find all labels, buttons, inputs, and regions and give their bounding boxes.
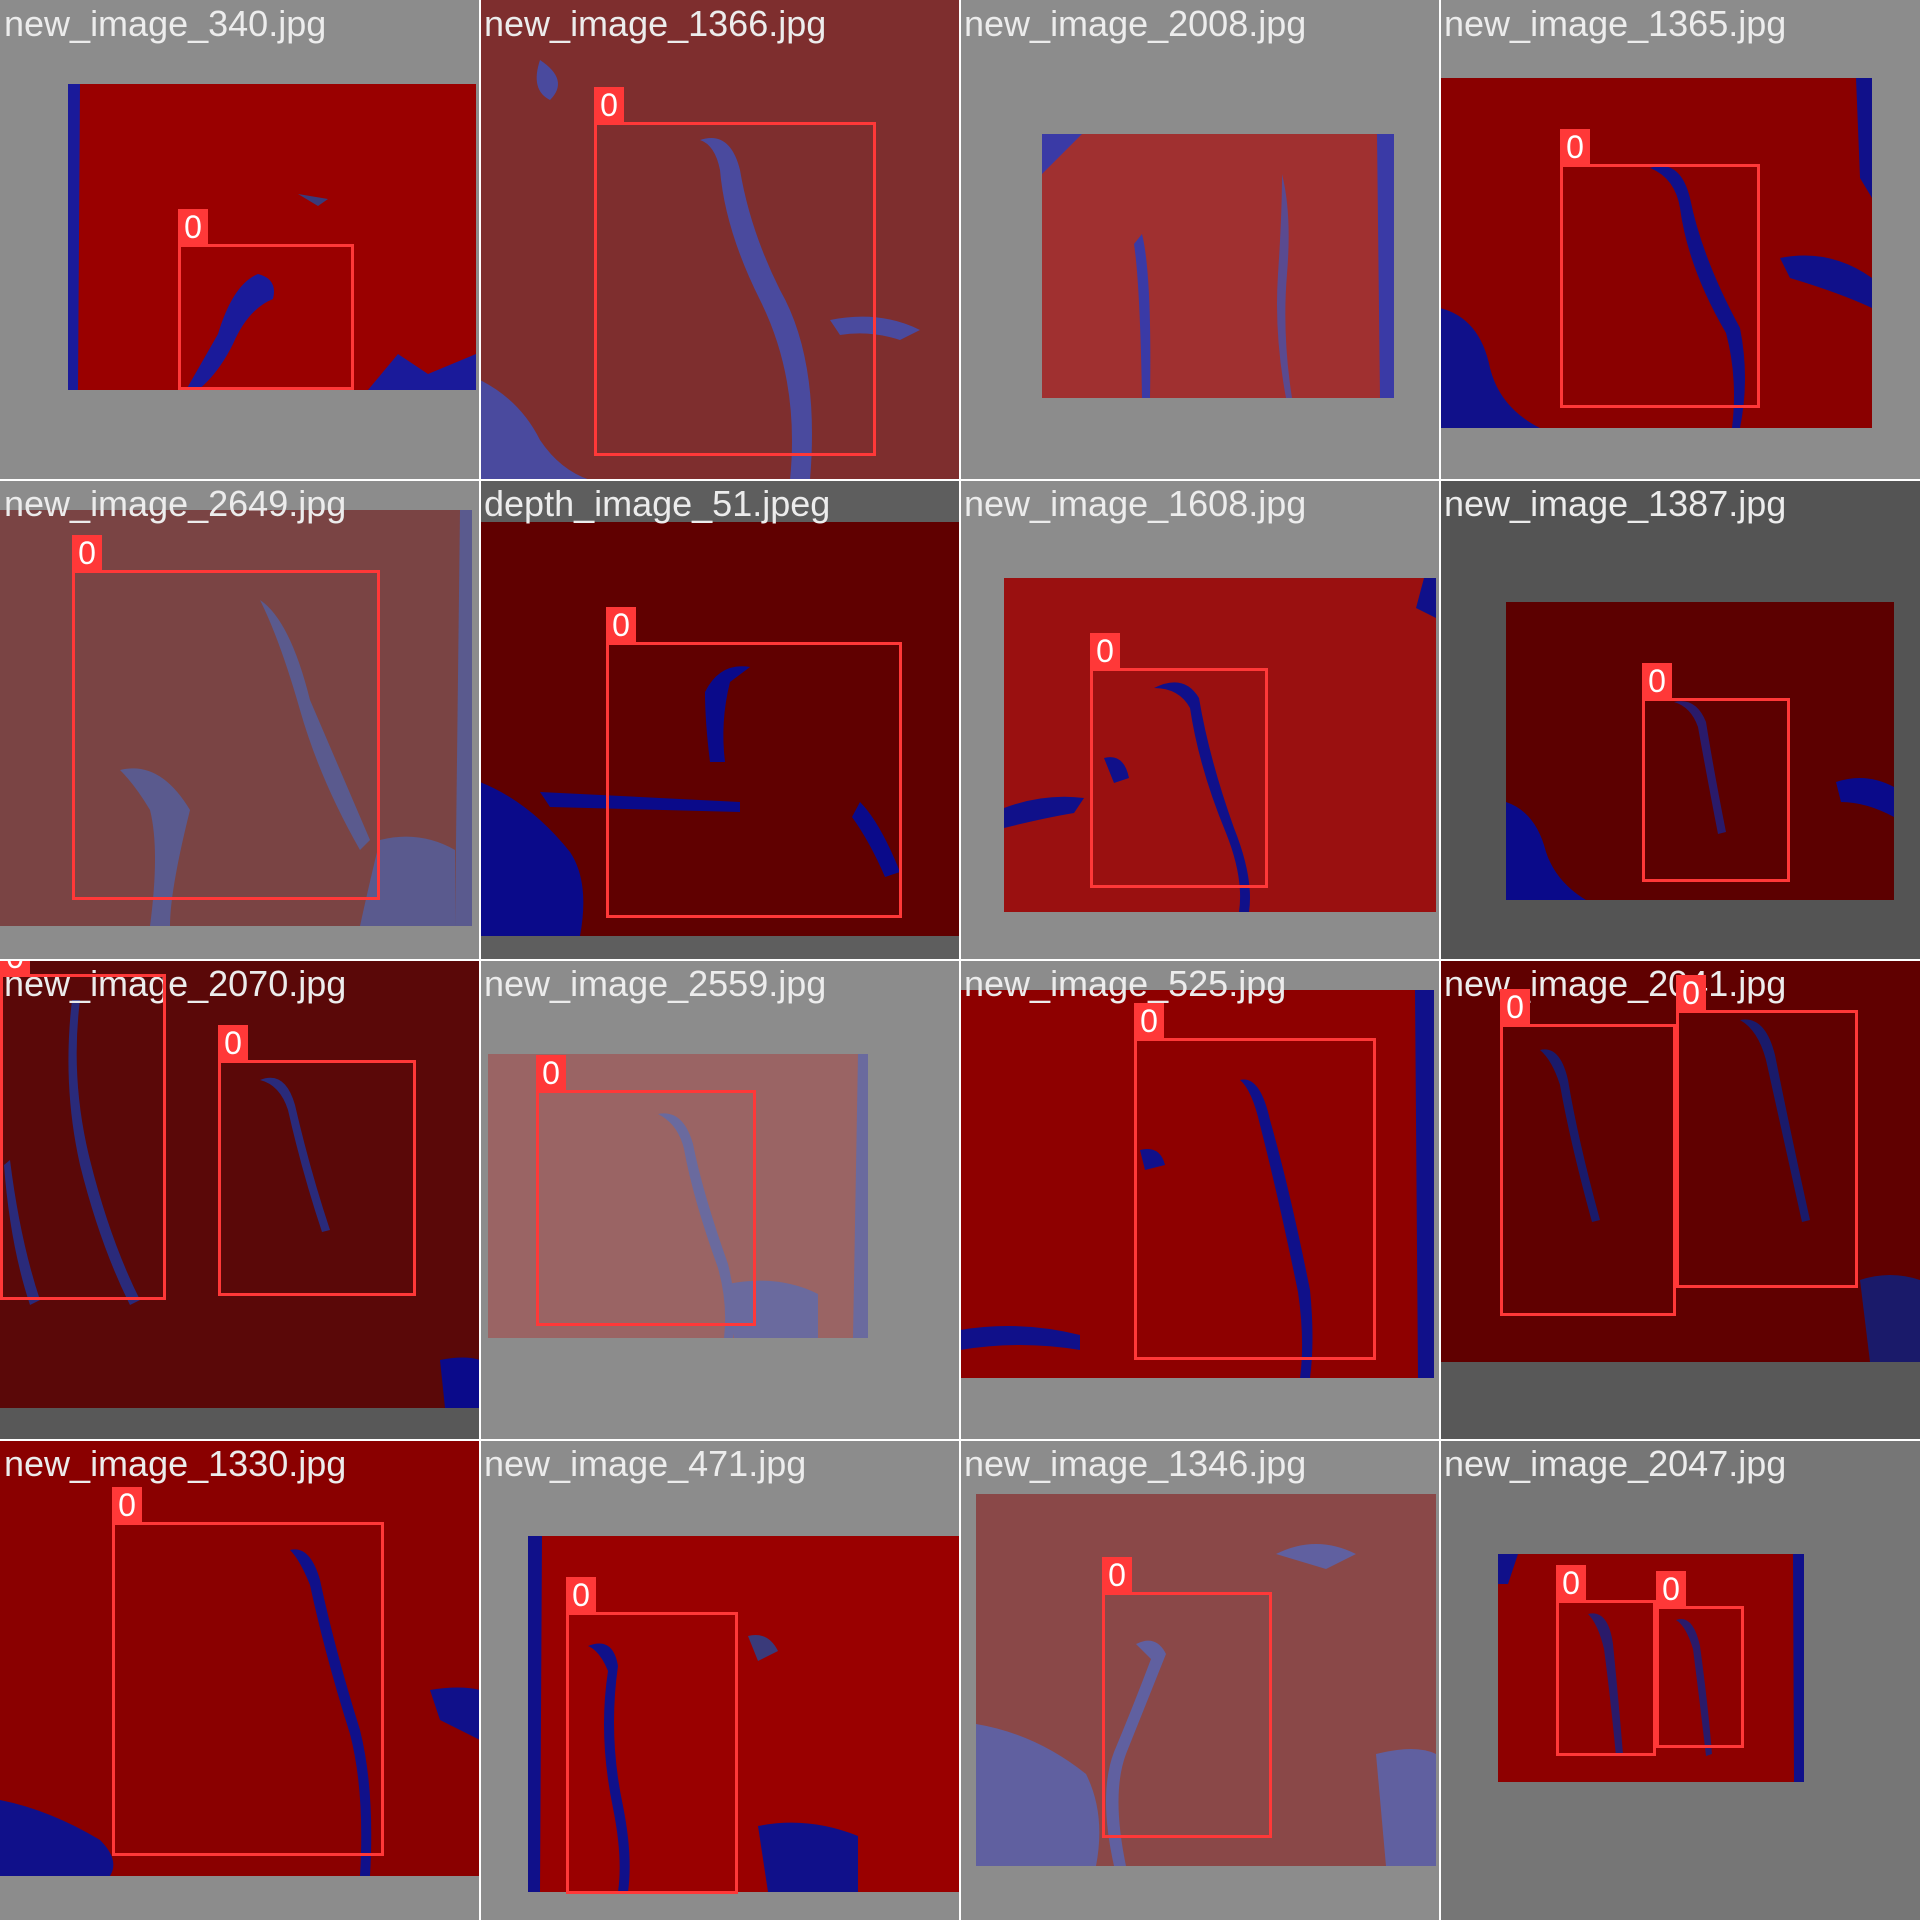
tile-filename: new_image_2559.jpg bbox=[484, 963, 827, 1004]
detection-label: 0 bbox=[1642, 663, 1672, 699]
detection-box: 0 bbox=[606, 607, 902, 918]
grid-separator bbox=[0, 959, 1920, 961]
detection-box: 0 bbox=[1500, 989, 1676, 1316]
tile-14: 0 new_image_471.jpg bbox=[480, 1440, 960, 1920]
tile-5: 0 new_image_2649.jpg bbox=[0, 480, 480, 960]
tile-9: 0 0 new_image_2070.jpg bbox=[0, 960, 480, 1440]
tile-filename: new_image_2070.jpg bbox=[4, 963, 347, 1004]
detection-label: 0 bbox=[1656, 1571, 1686, 1607]
depth-image bbox=[68, 84, 476, 390]
detection-box: 0 bbox=[1656, 1571, 1744, 1748]
detection-label: 0 bbox=[178, 209, 208, 245]
detection-label: 0 bbox=[1102, 1557, 1132, 1593]
detection-box: 0 bbox=[1676, 975, 1858, 1288]
detection-box: 0 bbox=[72, 535, 380, 900]
grid-separator bbox=[0, 1439, 1920, 1441]
detection-label: 0 bbox=[566, 1577, 596, 1613]
detection-box: 0 bbox=[1134, 1003, 1376, 1360]
tile-filename: new_image_1366.jpg bbox=[484, 3, 827, 44]
tile-13: 0 new_image_1330.jpg bbox=[0, 1440, 480, 1920]
depth-image bbox=[976, 1494, 1436, 1866]
tile-filename: depth_image_51.jpeg bbox=[484, 483, 831, 524]
tile-16: 0 0 new_image_2047.jpg bbox=[1440, 1440, 1920, 1920]
detection-box: 0 bbox=[566, 1577, 738, 1894]
tile-filename: new_image_1330.jpg bbox=[4, 1443, 347, 1484]
detection-box: 0 bbox=[218, 1025, 416, 1296]
tile-6: 0 depth_image_51.jpeg bbox=[480, 480, 960, 960]
detection-label: 0 bbox=[72, 535, 102, 571]
tile-7: 0 new_image_1608.jpg bbox=[960, 480, 1440, 960]
detection-label: 0 bbox=[536, 1055, 566, 1091]
detection-label: 0 bbox=[1556, 1565, 1586, 1601]
tile-8: 0 new_image_1387.jpg bbox=[1440, 480, 1920, 960]
detection-label: 0 bbox=[112, 1487, 142, 1523]
tile-10: 0 new_image_2559.jpg bbox=[480, 960, 960, 1440]
depth-image bbox=[1004, 578, 1436, 912]
tile-filename: new_image_471.jpg bbox=[484, 1443, 807, 1484]
tile-4: 0 new_image_1365.jpg bbox=[1440, 0, 1920, 480]
detection-box: 0 bbox=[536, 1055, 756, 1326]
depth-image bbox=[528, 1536, 960, 1892]
detection-box: 0 bbox=[178, 209, 354, 390]
detection-label: 0 bbox=[1500, 989, 1530, 1025]
tile-2: 0 new_image_1366.jpg bbox=[480, 0, 960, 480]
detection-label: 0 bbox=[606, 607, 636, 643]
detection-box: 0 bbox=[1090, 633, 1268, 888]
depth-image bbox=[1506, 602, 1894, 900]
depth-image bbox=[480, 0, 960, 480]
depth-image bbox=[480, 522, 960, 936]
grid-separator bbox=[0, 479, 1920, 481]
depth-image bbox=[0, 1440, 480, 1876]
detection-label: 0 bbox=[1134, 1003, 1164, 1039]
detection-label: 0 bbox=[1560, 129, 1590, 165]
tile-filename: new_image_2008.jpg bbox=[964, 3, 1307, 44]
tile-filename: new_image_1346.jpg bbox=[964, 1443, 1307, 1484]
tile-filename: new_image_2649.jpg bbox=[4, 483, 347, 524]
depth-image bbox=[1440, 960, 1920, 1362]
detection-box: 0 bbox=[1642, 663, 1790, 882]
tile-11: 0 new_image_525.jpg bbox=[960, 960, 1440, 1440]
detection-box: 0 bbox=[594, 87, 876, 456]
depth-image bbox=[1440, 78, 1872, 428]
tile-12: 0 0 new_image_2041.jpg bbox=[1440, 960, 1920, 1440]
depth-image bbox=[960, 990, 1434, 1378]
tile-filename: new_image_525.jpg bbox=[964, 963, 1287, 1004]
tile-1: 0 new_image_340.jpg bbox=[0, 0, 480, 480]
depth-image bbox=[488, 1054, 868, 1338]
detection-label: 0 bbox=[0, 960, 30, 975]
depth-image bbox=[1042, 134, 1394, 398]
detection-box: 0 bbox=[1102, 1557, 1272, 1838]
detection-label: 0 bbox=[594, 87, 624, 123]
detection-label: 0 bbox=[1090, 633, 1120, 669]
tile-filename: new_image_2041.jpg bbox=[1444, 963, 1787, 1004]
depth-image bbox=[1498, 1554, 1804, 1782]
tile-filename: new_image_1365.jpg bbox=[1444, 3, 1787, 44]
detection-label: 0 bbox=[218, 1025, 248, 1061]
detection-box: 0 bbox=[0, 960, 166, 1300]
detection-label: 0 bbox=[1676, 975, 1706, 1011]
tile-filename: new_image_1387.jpg bbox=[1444, 483, 1787, 524]
tile-filename: new_image_340.jpg bbox=[4, 3, 327, 44]
detection-box: 0 bbox=[1556, 1565, 1656, 1756]
tile-filename: new_image_1608.jpg bbox=[964, 483, 1307, 524]
tile-15: 0 new_image_1346.jpg bbox=[960, 1440, 1440, 1920]
tile-filename: new_image_2047.jpg bbox=[1444, 1443, 1787, 1484]
detection-box: 0 bbox=[112, 1487, 384, 1856]
depth-image bbox=[0, 510, 472, 926]
detection-box: 0 bbox=[1560, 129, 1760, 408]
tile-3: new_image_2008.jpg bbox=[960, 0, 1440, 480]
